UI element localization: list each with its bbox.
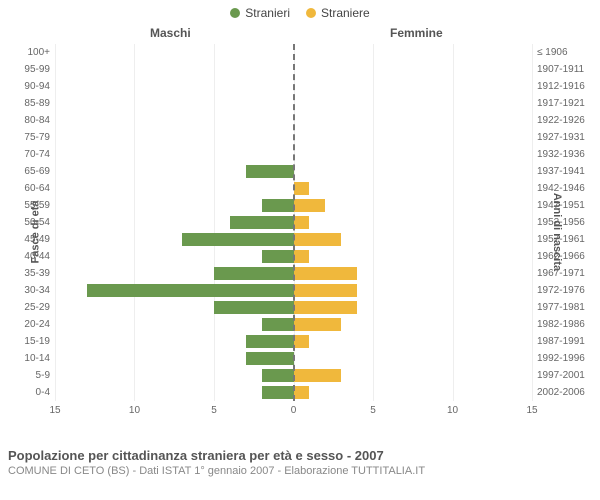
birth-label: 1912-1916 xyxy=(537,78,595,95)
age-label: 95-99 xyxy=(5,61,50,78)
age-label: 75-79 xyxy=(5,129,50,146)
birth-label: 1982-1986 xyxy=(537,316,595,333)
birth-label: ≤ 1906 xyxy=(537,44,595,61)
birth-label: 1907-1911 xyxy=(537,61,595,78)
birth-label: 1962-1966 xyxy=(537,248,595,265)
bar-male xyxy=(214,267,293,280)
bar-male xyxy=(214,301,293,314)
age-label: 45-49 xyxy=(5,231,50,248)
age-label: 25-29 xyxy=(5,299,50,316)
birth-label: 1932-1936 xyxy=(537,146,595,163)
bar-male xyxy=(246,352,294,365)
male-swatch xyxy=(230,8,240,18)
age-label: 30-34 xyxy=(5,282,50,299)
x-tick: 5 xyxy=(211,405,217,416)
birth-label: 1977-1981 xyxy=(537,299,595,316)
birth-label: 1917-1921 xyxy=(537,95,595,112)
x-tick: 15 xyxy=(526,405,537,416)
birth-label: 1987-1991 xyxy=(537,333,595,350)
bar-female xyxy=(294,233,342,246)
bar-female xyxy=(294,216,310,229)
bar-male xyxy=(262,250,294,263)
birth-label: 1967-1971 xyxy=(537,265,595,282)
bar-male xyxy=(246,335,294,348)
legend-item-female: Straniere xyxy=(306,6,370,20)
birth-label: 2002-2006 xyxy=(537,384,595,401)
age-label: 90-94 xyxy=(5,78,50,95)
birth-label: 1937-1941 xyxy=(537,163,595,180)
age-label: 70-74 xyxy=(5,146,50,163)
age-label: 60-64 xyxy=(5,180,50,197)
grid-line xyxy=(532,44,533,401)
birth-label: 1927-1931 xyxy=(537,129,595,146)
x-tick: 5 xyxy=(370,405,376,416)
bar-female xyxy=(294,250,310,263)
footer: Popolazione per cittadinanza straniera p… xyxy=(0,442,600,477)
chart-title: Popolazione per cittadinanza straniera p… xyxy=(8,448,592,463)
bar-male xyxy=(87,284,294,297)
bar-male xyxy=(230,216,294,229)
chart-subtitle: COMUNE DI CETO (BS) - Dati ISTAT 1° genn… xyxy=(8,465,592,477)
bar-female xyxy=(294,318,342,331)
bar-male xyxy=(262,369,294,382)
birth-label: 1972-1976 xyxy=(537,282,595,299)
bar-female xyxy=(294,386,310,399)
age-label: 85-89 xyxy=(5,95,50,112)
age-label: 10-14 xyxy=(5,350,50,367)
birth-label: 1992-1996 xyxy=(537,350,595,367)
birth-label: 1997-2001 xyxy=(537,367,595,384)
col-header-right: Femmine xyxy=(390,26,443,40)
legend-label-female: Straniere xyxy=(321,6,370,20)
bar-female xyxy=(294,369,342,382)
bar-female xyxy=(294,335,310,348)
legend-label-male: Stranieri xyxy=(245,6,290,20)
age-label: 5-9 xyxy=(5,367,50,384)
bar-male xyxy=(262,318,294,331)
age-label: 50-54 xyxy=(5,214,50,231)
chart-area: Maschi Femmine Fasce di età Anni di nasc… xyxy=(0,22,600,442)
bar-male xyxy=(262,386,294,399)
x-tick: 15 xyxy=(49,405,60,416)
birth-label: 1922-1926 xyxy=(537,112,595,129)
birth-label: 1947-1951 xyxy=(537,197,595,214)
birth-label: 1942-1946 xyxy=(537,180,595,197)
age-label: 100+ xyxy=(5,44,50,61)
age-label: 15-19 xyxy=(5,333,50,350)
bar-male xyxy=(246,165,294,178)
age-label: 40-44 xyxy=(5,248,50,265)
x-tick: 10 xyxy=(447,405,458,416)
bar-female xyxy=(294,199,326,212)
center-line xyxy=(293,44,295,401)
age-label: 55-59 xyxy=(5,197,50,214)
plot-area: 15105051015 100+≤ 190695-991907-191190-9… xyxy=(55,44,532,401)
bar-female xyxy=(294,267,358,280)
bar-female xyxy=(294,284,358,297)
age-label: 65-69 xyxy=(5,163,50,180)
legend: Stranieri Straniere xyxy=(0,0,600,22)
age-label: 0-4 xyxy=(5,384,50,401)
x-axis: 15105051015 xyxy=(55,403,532,419)
age-label: 35-39 xyxy=(5,265,50,282)
x-tick: 0 xyxy=(291,405,297,416)
female-swatch xyxy=(306,8,316,18)
bar-female xyxy=(294,301,358,314)
legend-item-male: Stranieri xyxy=(230,6,290,20)
birth-label: 1957-1961 xyxy=(537,231,595,248)
bar-female xyxy=(294,182,310,195)
birth-label: 1952-1956 xyxy=(537,214,595,231)
col-header-left: Maschi xyxy=(150,26,191,40)
bar-male xyxy=(262,199,294,212)
age-label: 80-84 xyxy=(5,112,50,129)
x-tick: 10 xyxy=(129,405,140,416)
age-label: 20-24 xyxy=(5,316,50,333)
bar-male xyxy=(182,233,293,246)
